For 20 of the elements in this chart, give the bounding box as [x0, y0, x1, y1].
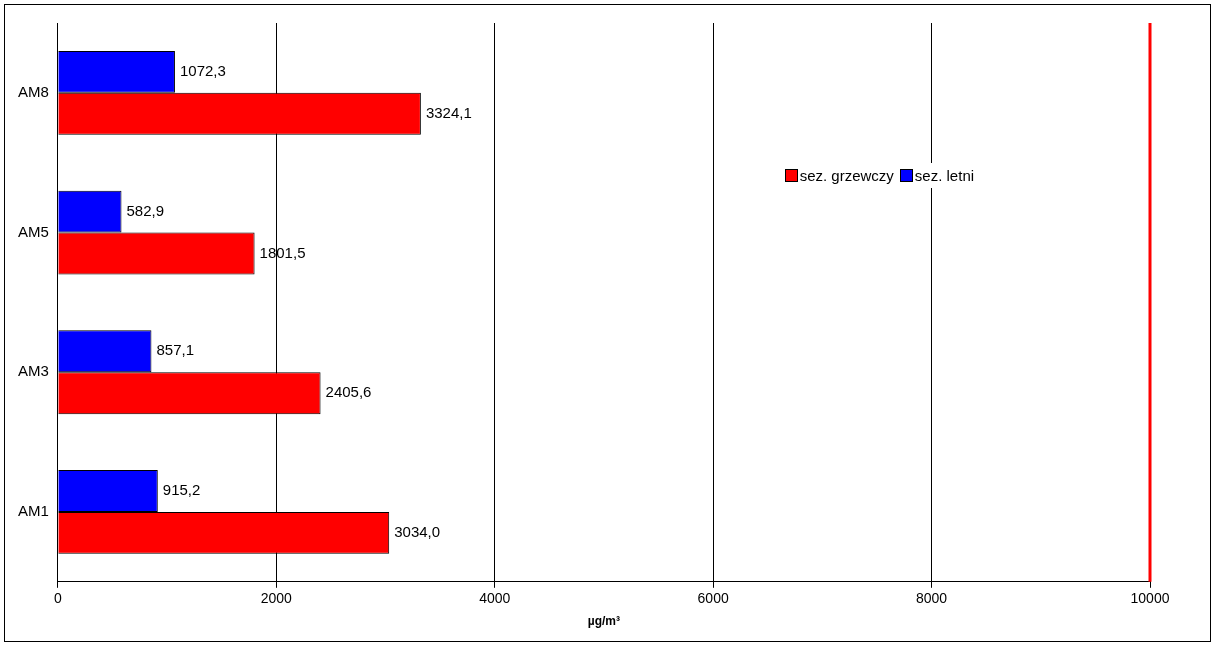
x-tick-label: 8000 [915, 590, 948, 607]
y-tick-label: AM8 [18, 82, 49, 100]
data-label: 857,1 [156, 341, 194, 359]
x-tick-label: 4000 [479, 590, 511, 607]
x-tick-label: 2000 [260, 590, 293, 607]
data-label: 915,2 [162, 481, 201, 499]
y-tick-label: AM5 [18, 222, 49, 240]
y-tick-label: AM3 [18, 362, 49, 380]
legend-label: sez. grzewczy [798, 166, 894, 184]
x-axis-title: µg/m³ [587, 614, 621, 629]
data-label: 2405,6 [325, 383, 372, 401]
y-tick-label: AM1 [18, 502, 49, 520]
x-tick-label: 6000 [697, 590, 729, 607]
data-label: 3034,0 [394, 523, 441, 541]
x-tick-label: 10000 [1130, 590, 1170, 607]
x-tick-label: 0 [53, 590, 62, 607]
data-label: 582,9 [126, 201, 165, 219]
data-label: 3324,1 [425, 103, 472, 121]
data-label: 1072,3 [179, 62, 226, 80]
legend-label: sez. letni [913, 166, 975, 184]
